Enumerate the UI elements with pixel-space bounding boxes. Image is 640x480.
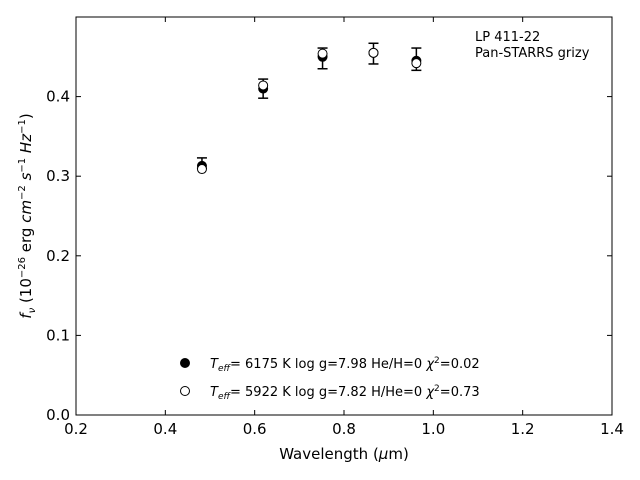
y-axis-label: fν (10−26 erg cm−2 s−1 Hz−1) — [17, 113, 38, 318]
y-tick-label-1: 0.1 — [46, 326, 70, 344]
annotation-star-name: LP 411-22 — [475, 30, 540, 45]
x-tick-label-4: 1.0 — [421, 420, 445, 438]
x-tick-label-0: 0.2 — [64, 420, 88, 438]
legend-2-teff: 5922 K — [245, 385, 291, 400]
legend-marker-open — [180, 386, 190, 396]
x-axis-label: Wavelength (μm) — [279, 445, 409, 463]
open-point-0 — [196, 164, 207, 175]
legend-1-teff: 6175 K — [245, 357, 291, 372]
x-tick-label-2: 0.6 — [243, 420, 267, 438]
legend-2-comp: H/He=0 — [371, 385, 422, 400]
plot-frame — [75, 16, 613, 416]
x-tick-label-5: 1.2 — [511, 420, 535, 438]
error-bars — [196, 42, 422, 169]
y-tick-label-3: 0.3 — [46, 167, 70, 185]
axis-ticks: 0.2 0.4 0.6 0.8 1.0 1.2 1.4 0.0 0.1 0.2 0.3 0.4 — [46, 17, 624, 438]
legend-2-logg: log g=7.82 — [295, 385, 367, 400]
y-tick-label-0: 0.0 — [46, 406, 70, 424]
data-points — [196, 47, 422, 175]
legend-2-chi2: 0.73 — [451, 385, 480, 400]
legend-1-comp: He/H=0 — [371, 357, 422, 372]
legend-1-logg: log g=7.98 — [295, 357, 367, 372]
annotation-survey: Pan-STARRS grizy — [475, 46, 590, 61]
legend-entry-1: Teff= 6175 K log g=7.98 He/H=0 χ2=0.02 — [210, 356, 480, 374]
legend: Teff= 6175 K log g=7.98 He/H=0 χ2=0.02 T… — [180, 356, 480, 402]
legend-entry-2: Teff= 5922 K log g=7.82 H/He=0 χ2=0.73 — [210, 384, 480, 402]
y-tick-label-4: 0.4 — [46, 88, 70, 106]
x-tick-label-6: 1.4 — [600, 420, 624, 438]
open-point-4 — [411, 58, 422, 69]
open-point-1 — [258, 80, 269, 91]
x-tick-label-1: 0.4 — [153, 420, 177, 438]
open-point-3 — [368, 47, 379, 58]
open-point-2 — [317, 48, 328, 59]
legend-marker-filled — [180, 358, 190, 368]
y-tick-label-2: 0.2 — [46, 247, 70, 265]
x-tick-label-3: 0.8 — [332, 420, 356, 438]
legend-1-chi2: 0.02 — [451, 357, 480, 372]
